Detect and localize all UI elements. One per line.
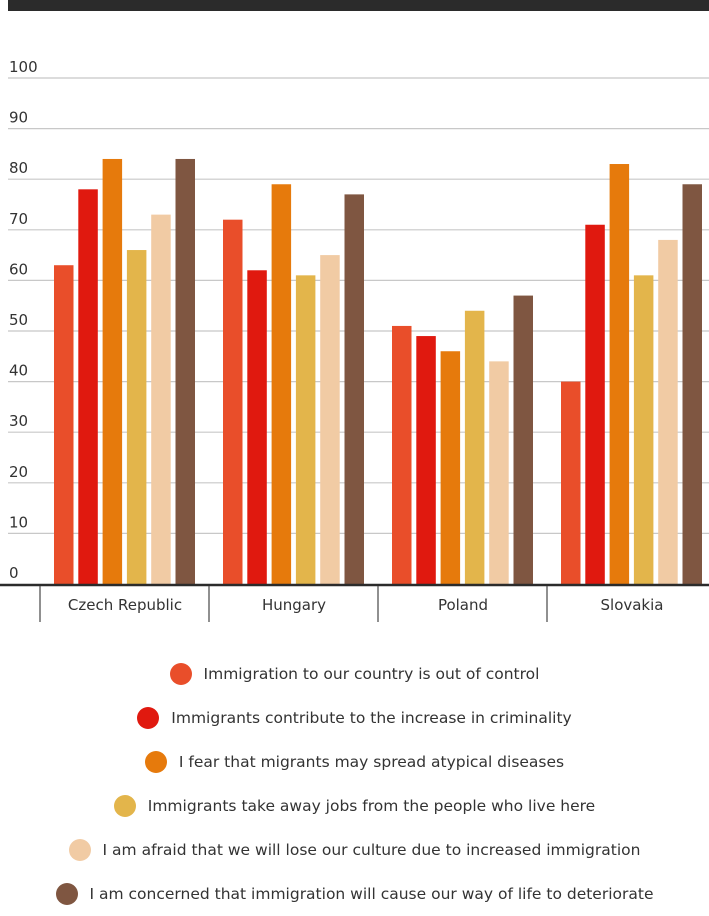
legend-item: I am concerned that immigration will cau…: [0, 872, 709, 916]
y-tick-label: 70: [9, 210, 28, 228]
legend-swatch: [137, 707, 160, 729]
y-tick-label: 40: [9, 362, 28, 380]
legend-item: I fear that migrants may spread atypical…: [0, 740, 709, 784]
bar: [658, 239, 678, 585]
bar: [464, 310, 485, 584]
y-tick-label: 60: [9, 260, 28, 278]
bar: [151, 214, 171, 584]
bars: [54, 158, 702, 585]
bar: [392, 325, 412, 584]
bar: [513, 295, 533, 584]
y-tick-label: 30: [9, 412, 28, 430]
bar: [271, 184, 292, 584]
bar: [126, 250, 147, 585]
legend-swatch: [113, 795, 136, 817]
bar: [585, 224, 605, 585]
bar: [416, 336, 436, 584]
bar: [247, 270, 267, 584]
y-tick-label: 90: [9, 109, 28, 127]
y-tick-label: 50: [9, 311, 28, 329]
y-tick-label: 80: [9, 159, 28, 177]
bar: [223, 219, 243, 584]
x-tick-label: Hungary: [262, 596, 326, 614]
legend-item: Immigrants take away jobs from the peopl…: [0, 784, 709, 828]
legend-item: Immigrants contribute to the increase in…: [0, 696, 709, 740]
y-tick-label: 100: [9, 58, 38, 76]
legend-item: Immigration to our country is out of con…: [0, 652, 709, 696]
y-tick-label: 10: [9, 513, 28, 531]
top-rule: [8, 0, 709, 11]
bar: [175, 158, 195, 584]
legend-item: I am afraid that we will lose our cultur…: [0, 828, 709, 872]
x-tick-label: Czech Republic: [68, 596, 182, 614]
bar: [102, 158, 123, 584]
legend-label: I am concerned that immigration will cau…: [89, 885, 654, 903]
bar: [682, 184, 702, 584]
bar: [295, 275, 316, 584]
x-tick-label: Slovakia: [601, 596, 664, 614]
y-tick-label: 20: [9, 463, 28, 481]
bar-chart: 0 10 20 30 40 50 60 70 80 90 100 Czech Republic Hun…: [0, 58, 709, 622]
bar: [489, 361, 509, 584]
legend-swatch: [55, 883, 78, 905]
bar: [440, 351, 461, 584]
legend-label: I fear that migrants may spread atypical…: [178, 753, 565, 771]
legend: Immigration to our country is out of con…: [0, 652, 709, 916]
bar: [320, 255, 340, 584]
legend-label: Immigrants contribute to the increase in…: [171, 709, 572, 727]
legend-swatch: [169, 663, 192, 685]
bar: [561, 381, 581, 584]
bar: [78, 189, 98, 584]
legend-label: Immigrants take away jobs from the peopl…: [147, 797, 596, 815]
bar: [609, 164, 630, 584]
bar: [633, 275, 654, 584]
x-tick-label: Poland: [438, 596, 488, 614]
y-axis-ticks: 0 10 20 30 40 50 60 70 80 90 100: [9, 58, 38, 582]
legend-label: Immigration to our country is out of con…: [203, 665, 540, 683]
bar: [54, 265, 74, 584]
legend-swatch: [68, 839, 91, 861]
legend-swatch: [144, 751, 167, 773]
x-axis: Czech Republic Hungary Poland Slovakia: [0, 583, 709, 622]
y-tick-label: 0: [9, 564, 19, 582]
legend-label: I am afraid that we will lose our cultur…: [102, 841, 641, 859]
bar: [344, 194, 364, 584]
